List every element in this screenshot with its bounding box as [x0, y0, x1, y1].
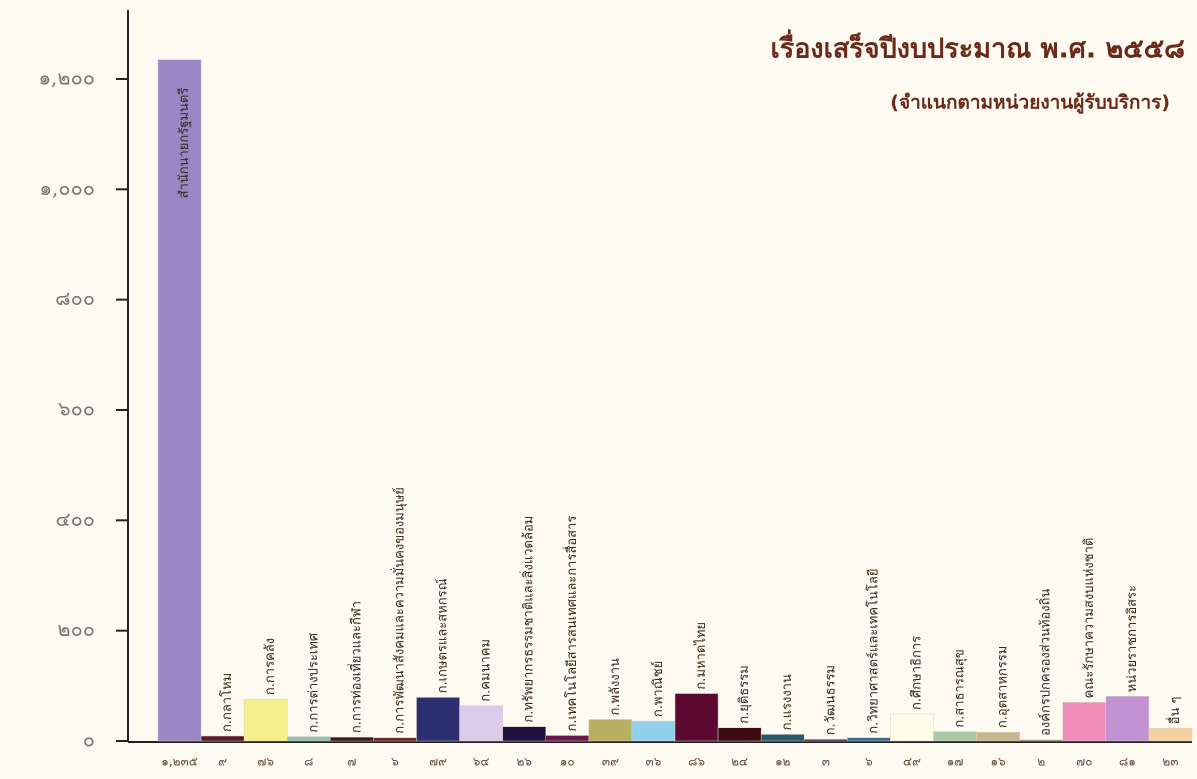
bar	[287, 736, 331, 742]
y-tick-label: ๐	[83, 728, 95, 752]
bar	[459, 705, 503, 742]
value-label: ๒๔	[731, 755, 748, 769]
value-label: ๒	[1037, 755, 1045, 769]
value-label: ๗	[347, 755, 356, 769]
bar-label: ก.การพัฒนาสังคมและความมั่นคงของมนุษย์	[390, 487, 407, 734]
value-label: ๖๔	[473, 755, 490, 769]
bar	[890, 713, 934, 742]
bar-label: ก.ยุติธรรม	[737, 665, 752, 724]
value-label: ๗๐	[1076, 755, 1092, 769]
value-label: ๙	[218, 755, 227, 769]
bar-label: ก.เทคโนโลยีสารสนเทศและการสื่อสาร	[563, 516, 580, 732]
bar-label: ก.ศึกษาธิการ	[909, 636, 924, 710]
bar-label: คณะรักษาความสงบแห่งชาติ	[1082, 538, 1097, 699]
bar-label: ก.แรงงาน	[780, 674, 795, 730]
y-tick-label: ๑,๐๐๐	[39, 176, 95, 200]
bar	[933, 731, 977, 742]
value-label: ๒๓	[1162, 755, 1178, 769]
value-label: ๔๙	[903, 755, 921, 769]
chart-title: เรื่องเสร็จปีงบประมาณ พ.ศ. ๒๕๕๘	[770, 29, 1185, 65]
value-label: ๘๑	[1119, 755, 1136, 769]
y-tick-label: ๘๐๐	[55, 286, 95, 310]
bar-label: ก.สาธารณสุข	[953, 649, 968, 727]
bar-label: ก.ทรัพยากรธรรมชาติและสิ่งแวดล้อม	[520, 516, 537, 723]
value-label: ๖	[865, 755, 873, 769]
bar-label: ก.พาณิชย์	[650, 661, 666, 717]
y-tick-label: ๑,๒๐๐	[38, 65, 95, 89]
value-label: ๑๒	[775, 755, 791, 769]
bar	[1062, 702, 1107, 742]
bar	[631, 720, 676, 742]
y-tick-label: ๒๐๐	[57, 617, 95, 641]
bar-label: ก.อุตสาหกรรม	[996, 646, 1011, 728]
bar-label: ก.กลาโหม	[219, 673, 235, 732]
bar-label: ก.เกษตรและสหกรณ์	[435, 578, 451, 693]
bar	[200, 735, 245, 742]
bar	[760, 734, 805, 742]
value-label: ๗๖	[257, 755, 274, 769]
bar-label: ก.พลังงาน	[608, 658, 623, 716]
bar	[545, 735, 590, 742]
bar-label: ก.วัฒนธรรม	[823, 665, 838, 735]
value-label: ๗๙	[429, 755, 447, 769]
bar	[243, 698, 288, 742]
bar	[373, 737, 417, 742]
value-label: ๑๐	[560, 755, 575, 769]
bar-label: ก.การท่องเที่ยวและกีฬา	[347, 601, 364, 733]
bar-label: องค์กรปกครองส่วนท้องถิ่น	[1037, 589, 1054, 736]
bar	[588, 719, 633, 742]
bar	[330, 736, 374, 742]
bar	[416, 697, 460, 742]
y-tick-label: ๔๐๐	[55, 507, 95, 531]
bar-label: ก.การต่างประเทศ	[306, 632, 321, 732]
value-label: ๓	[822, 755, 830, 769]
bar	[502, 726, 546, 742]
value-label: ๖	[391, 755, 399, 769]
value-label: ๒๖	[516, 755, 532, 769]
bar-label: ก.การคลัง	[263, 638, 278, 695]
bar	[717, 727, 762, 742]
bar	[674, 693, 719, 742]
value-label: ๓๙	[602, 755, 619, 769]
bar	[976, 731, 1020, 742]
bar-label: หน่วยราชการอิสระ	[1125, 585, 1140, 692]
bar	[1019, 739, 1064, 742]
chart-subtitle: (จำแนกตามหน่วยงานผู้รับบริการ)	[890, 92, 1170, 115]
value-label: ๑๖	[991, 755, 1006, 769]
bar	[804, 739, 848, 742]
bar-label: ก.วิทยาศาสตร์และเทคโนโลยี	[865, 569, 881, 734]
bar-label: ก.คมนาคม	[479, 639, 494, 702]
value-label: ๘	[304, 755, 313, 769]
value-label: ๑,๒๓๕	[161, 755, 198, 769]
bar	[1105, 696, 1150, 742]
bar	[157, 59, 202, 742]
value-label: ๘๖	[688, 755, 705, 769]
bar-label: อื่น ๆ	[1166, 696, 1183, 724]
y-tick-label: ๖๐๐	[58, 396, 95, 420]
bar-label: สำนักนายกรัฐมนตรี	[176, 88, 192, 199]
bar	[1148, 728, 1193, 742]
value-label: ๑๗	[947, 755, 964, 769]
bar	[847, 737, 891, 742]
value-label: ๓๖	[646, 755, 662, 769]
bar-label: ก.มหาดไทย	[693, 622, 709, 690]
